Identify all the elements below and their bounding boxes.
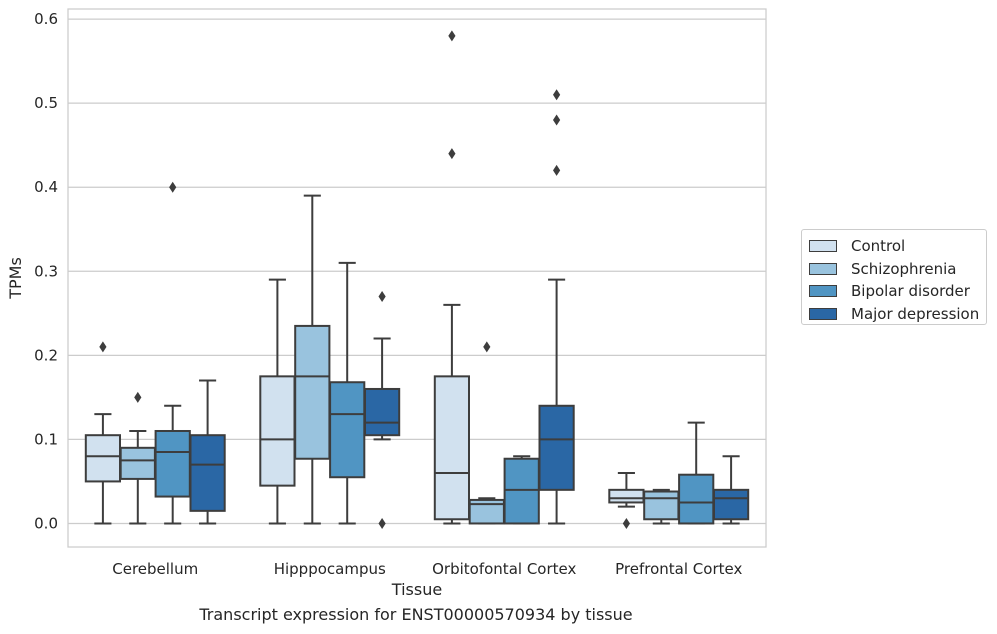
box-schizophrenia xyxy=(643,488,680,525)
box-schizophrenia xyxy=(468,341,505,525)
x-tick-labels: Cerebellum Hipppocampus Orbitofontal Corte… xyxy=(112,560,742,578)
box-bipolar-disorder xyxy=(154,181,191,525)
y-tick-label: 0.3 xyxy=(34,262,58,280)
box-iqr xyxy=(329,381,366,479)
legend-label: Control xyxy=(851,237,906,256)
box-iqr xyxy=(154,429,191,498)
legend-label: Schizophrenia xyxy=(851,259,957,278)
box-iqr xyxy=(608,488,645,504)
box-iqr xyxy=(259,375,296,487)
x-tick-label: Hipppocampus xyxy=(274,560,386,578)
box-iqr xyxy=(189,434,226,512)
legend-label: Major depression xyxy=(851,304,980,323)
legend-item: Control xyxy=(809,235,986,258)
box-iqr xyxy=(678,473,715,525)
box-major-depression xyxy=(363,290,401,529)
box-major-depression xyxy=(538,89,575,525)
legend-item: Major depression xyxy=(809,303,986,326)
box-control xyxy=(433,30,471,525)
outlier-point xyxy=(553,89,561,101)
box-plots xyxy=(84,30,750,529)
box-major-depression xyxy=(712,455,750,525)
y-tick-label: 0.1 xyxy=(34,430,58,448)
x-tick-label: Cerebellum xyxy=(112,560,198,578)
y-tick-label: 0.6 xyxy=(34,10,58,28)
x-tick-label: Prefrontal Cortex xyxy=(615,560,742,578)
outlier-point xyxy=(448,30,456,42)
box-iqr xyxy=(712,488,750,521)
box-iqr xyxy=(119,446,156,480)
box-iqr xyxy=(84,434,122,483)
box-major-depression xyxy=(189,379,226,525)
outlier-point xyxy=(378,290,386,302)
box-iqr xyxy=(643,490,680,521)
y-tick-labels: 0.0 0.1 0.2 0.3 0.4 0.5 0.6 xyxy=(34,10,58,532)
figure-caption: Transcript expression for ENST0000057093… xyxy=(199,605,633,624)
outlier-point xyxy=(134,391,142,403)
legend-swatch xyxy=(809,240,837,253)
x-axis-label: Tissue xyxy=(391,580,442,599)
outlier-point xyxy=(378,517,386,529)
x-tick-label: Orbitofontal Cortex xyxy=(432,560,576,578)
box-schizophrenia xyxy=(294,194,331,525)
outlier-point xyxy=(99,341,107,353)
outlier-point xyxy=(483,341,491,353)
outlier-point xyxy=(622,517,630,529)
box-iqr xyxy=(363,387,401,437)
box-bipolar-disorder xyxy=(503,455,540,525)
y-tick-label: 0.0 xyxy=(34,514,58,532)
plot-frame xyxy=(67,8,767,548)
box-bipolar-disorder xyxy=(329,261,366,525)
legend: Control Schizophrenia Bipolar disorder Majo… xyxy=(801,229,987,325)
box-iqr xyxy=(538,404,575,491)
y-tick-label: 0.5 xyxy=(34,94,58,112)
box-control xyxy=(608,472,645,529)
y-tick-label: 0.4 xyxy=(34,178,58,196)
box-bipolar-disorder xyxy=(678,421,715,525)
outlier-point xyxy=(553,114,561,126)
box-iqr xyxy=(433,375,471,521)
y-tick-label: 0.2 xyxy=(34,346,58,364)
legend-swatch xyxy=(809,307,837,320)
box-iqr xyxy=(294,324,331,460)
outlier-point xyxy=(553,164,561,176)
box-control xyxy=(259,278,296,525)
box-iqr xyxy=(503,457,540,525)
legend-swatch xyxy=(809,262,837,275)
legend-label: Bipolar disorder xyxy=(851,282,970,301)
outlier-point xyxy=(169,181,177,193)
box-schizophrenia xyxy=(119,391,156,525)
y-axis-label: TPMs xyxy=(6,257,25,300)
legend-item: Bipolar disorder xyxy=(809,280,986,303)
legend-swatch xyxy=(809,285,837,298)
legend-item: Schizophrenia xyxy=(809,258,986,281)
outlier-point xyxy=(448,148,456,160)
